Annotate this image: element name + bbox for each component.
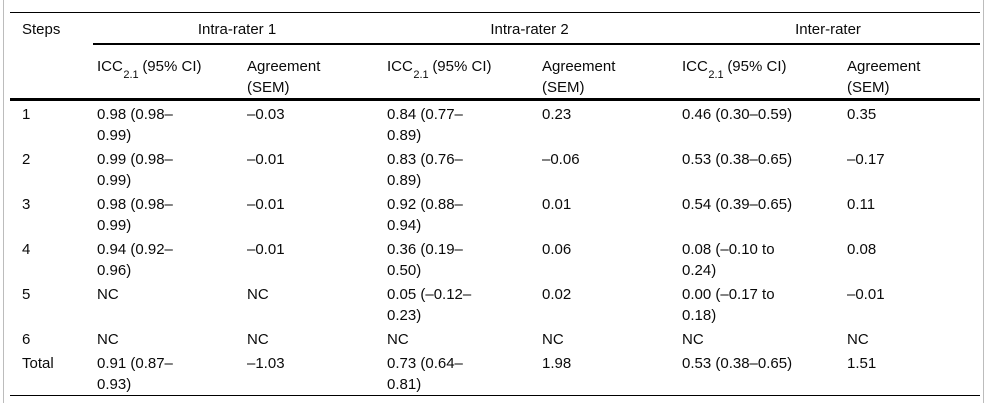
table-cell: –0.17 xyxy=(847,150,885,168)
group-header-intra-rater-2: Intra-rater 2 xyxy=(383,12,678,45)
table-cell: NC xyxy=(97,330,119,348)
table-cell: 0.08 xyxy=(847,240,877,258)
table-cell: 0.53 (0.38–0.65) xyxy=(678,349,843,396)
table-cell: 1.98 xyxy=(538,349,678,396)
table-cell: 0.01 xyxy=(542,195,572,213)
col-header-icc-inter: ICC2.1 (95% CI) xyxy=(678,43,843,101)
table-cell: 1.51 xyxy=(843,349,981,396)
table-cell: 0.54 (0.39–0.65) xyxy=(682,195,793,213)
table-row-step-5: 5 NC NC 0.05 (–0.12– 0.23) 0.02 0.00 (–0… xyxy=(10,281,980,326)
table-cell: 0.99 (0.98– 0.99) xyxy=(97,150,173,189)
table-cell: 0.98 (0.98– 0.99) xyxy=(97,105,173,144)
step-label: 6 xyxy=(22,330,31,348)
group-header-intra-rater-1: Intra-rater 1 xyxy=(93,12,383,45)
table-cell: –0.01 xyxy=(247,240,285,258)
table-cell: NC xyxy=(97,285,119,303)
table-cell: NC xyxy=(542,330,564,348)
table-row-step-3: 3 0.98 (0.98– 0.99) –0.01 0.92 (0.88– 0.… xyxy=(10,191,980,236)
sub-header-row: ICC2.1 (95% CI) Agreement (SEM) ICC2.1 (… xyxy=(10,43,981,101)
icc-subscript: 2.1 xyxy=(413,68,429,81)
table-cell: 0.02 xyxy=(542,285,572,303)
table-cell: 0.84 (0.77– 0.89) xyxy=(387,105,463,144)
table-cell: 0.98 (0.98– 0.99) xyxy=(97,195,173,234)
table-cell: 0.46 (0.30–0.59) xyxy=(682,105,793,123)
table-cell: 0.23 xyxy=(542,105,572,123)
table-cell: 0.92 (0.88– 0.94) xyxy=(387,195,463,234)
table-cell: –0.01 xyxy=(247,195,285,213)
table-cell: 0.06 xyxy=(542,240,572,258)
table-cell: NC xyxy=(682,330,704,348)
col-header-agreement-inter: Agreement (SEM) xyxy=(843,43,981,101)
table-cell: 0.73 (0.64– 0.81) xyxy=(383,349,538,396)
table-row-step-4: 4 0.94 (0.92– 0.96) –0.01 0.36 (0.19– 0.… xyxy=(10,236,980,281)
table-row-step-6: 6 NC NC NC NC NC NC xyxy=(10,326,980,350)
table-cell: 0.36 (0.19– 0.50) xyxy=(387,240,463,279)
reliability-table: Steps Intra-rater 1 Intra-rater 2 Inter-… xyxy=(10,12,981,396)
table-cell: 0.91 (0.87– 0.93) xyxy=(93,349,243,396)
table-cell: –0.06 xyxy=(542,150,580,168)
table-cell: –1.03 xyxy=(243,349,383,396)
table-cell: NC xyxy=(847,330,869,348)
table-row-total: Total 0.91 (0.87– 0.93) –1.03 0.73 (0.64… xyxy=(10,349,981,396)
step-label: 4 xyxy=(22,240,31,258)
table-cell: –0.01 xyxy=(847,285,885,303)
step-label: Total xyxy=(10,349,93,396)
table-row-step-2: 2 0.99 (0.98– 0.99) –0.01 0.83 (0.76– 0.… xyxy=(10,146,980,191)
table-cell: NC xyxy=(247,285,269,303)
table-cell: 0.11 xyxy=(847,195,876,213)
group-header-row: Steps Intra-rater 1 Intra-rater 2 Inter-… xyxy=(10,12,981,101)
table-row-step-1: 1 0.98 (0.98– 0.99) –0.03 0.84 (0.77– 0.… xyxy=(10,99,980,146)
scan-frame-right-line xyxy=(983,0,984,403)
step-label: 5 xyxy=(22,285,31,303)
table-cell: 0.35 xyxy=(847,105,877,123)
step-label: 1 xyxy=(22,105,31,123)
col-header-agreement-intra1: Agreement (SEM) xyxy=(243,43,383,101)
col-header-icc-intra2: ICC2.1 (95% CI) xyxy=(383,43,538,101)
table-cell: 0.53 (0.38–0.65) xyxy=(682,150,793,168)
table-cell: 0.00 (–0.17 to 0.18) xyxy=(682,285,775,324)
scan-frame-left-line xyxy=(3,0,4,403)
table-cell: 0.83 (0.76– 0.89) xyxy=(387,150,463,189)
table-cell: 0.94 (0.92– 0.96) xyxy=(97,240,173,279)
table-cell: –0.01 xyxy=(247,150,285,168)
col-header-icc-intra1: ICC2.1 (95% CI) xyxy=(93,43,243,101)
step-label: 3 xyxy=(22,195,31,213)
col-header-agreement-intra2: Agreement (SEM) xyxy=(538,43,678,101)
icc-subscript: 2.1 xyxy=(123,68,139,81)
table-cell: 0.08 (–0.10 to 0.24) xyxy=(682,240,775,279)
table-cell: NC xyxy=(387,330,409,348)
table-cell: 0.05 (–0.12– 0.23) xyxy=(387,285,472,324)
icc-subscript: 2.1 xyxy=(708,68,724,81)
table-cell: NC xyxy=(247,330,269,348)
table-cell: –0.03 xyxy=(247,105,285,123)
group-header-inter-rater: Inter-rater xyxy=(678,12,981,45)
step-label: 2 xyxy=(22,150,31,168)
col-header-steps: Steps xyxy=(10,12,93,101)
